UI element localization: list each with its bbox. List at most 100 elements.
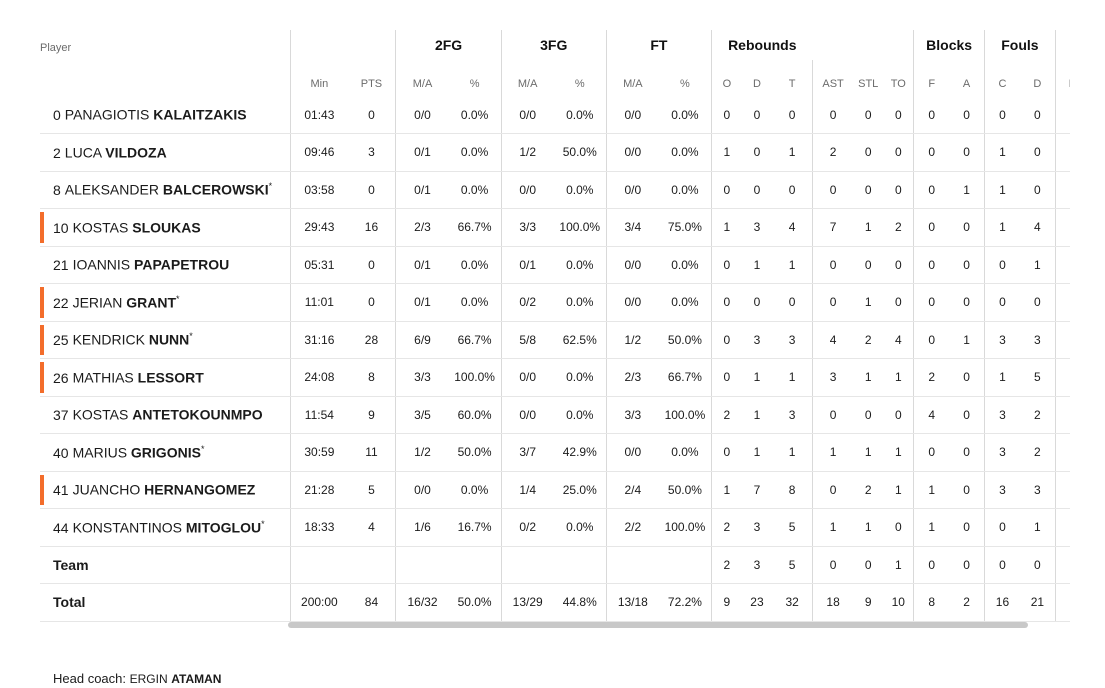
player-last-name: BALCEROWSKI	[162, 182, 269, 199]
col-ft-ma[interactable]: M/A	[605, 60, 659, 96]
group-header-row: 2FG 3FG FT Rebounds Blocks Fouls	[40, 30, 1070, 60]
head-coach-last-name: ATAMAN	[171, 672, 222, 686]
player-row[interactable]: 37 KOSTAS ANTETOKOUNMPO 11:54 9 3/5 60.0% 0/0 0…	[40, 396, 1070, 434]
player-name-cell[interactable]: 10 KOSTAS SLOUKAS	[40, 208, 291, 247]
col-reb-d[interactable]: D	[753, 78, 761, 90]
stat-d: 0	[741, 283, 773, 322]
stat-ba: 1	[949, 321, 985, 359]
stat-pct3: 0.0%	[553, 96, 607, 134]
player-number: 26	[53, 369, 69, 386]
col-2fg-ma[interactable]: M/A	[395, 60, 449, 96]
stat-maft: 0/0	[605, 96, 659, 134]
col-min[interactable]: Min	[290, 60, 348, 96]
stat-fd-team: 0	[1019, 546, 1056, 584]
player-name-cell[interactable]: 26 MATHIAS LESSORT	[40, 358, 291, 397]
player-name-cell[interactable]: 2 LUCA VILDOZA	[40, 133, 291, 172]
group-rebounds: Rebounds	[710, 30, 813, 60]
stat-min: 30:59	[290, 433, 348, 472]
stat-min: 29:43	[290, 208, 348, 247]
stat-bf: 2	[913, 358, 950, 397]
stat-pts: 28	[347, 321, 396, 359]
stat-pir: 25	[1054, 321, 1070, 359]
player-row[interactable]: 21 IOANNIS PAPAPETROU 05:31 0 0/1 0.0% 0/1 0.0%…	[40, 246, 1070, 284]
col-pts[interactable]: PTS	[360, 78, 383, 90]
stat-pts: 0	[347, 96, 396, 134]
stat-d: 1	[741, 358, 773, 397]
horizontal-scrollbar[interactable]	[288, 622, 1028, 628]
player-name-cell[interactable]: 21 IOANNIS PAPAPETROU	[40, 246, 291, 284]
stat-maft-team	[605, 546, 659, 584]
player-row[interactable]: 8 ALEKSANDER BALCEROWSKI* 03:58 0 0/1 0.0% 0/0…	[40, 171, 1070, 209]
player-name-cell[interactable]: 8 ALEKSANDER BALCEROWSKI*	[40, 171, 291, 209]
stat-fc: 0	[984, 283, 1020, 322]
col-3fg-pct[interactable]: %	[574, 78, 585, 90]
stat-d: 3	[741, 321, 773, 359]
player-name-cell[interactable]: 37 KOSTAS ANTETOKOUNMPO	[40, 396, 291, 434]
stat-pir: 0	[1054, 246, 1070, 284]
stat-pir: 13	[1054, 396, 1070, 434]
stat-pct3-team	[553, 546, 607, 584]
stat-pct3: 0.0%	[553, 171, 607, 209]
player-row[interactable]: 2 LUCA VILDOZA 09:46 3 0/1 0.0% 1/2 50.0% 0/0 0.0…	[40, 133, 1070, 172]
stat-t: 3	[772, 396, 813, 434]
stat-pct3: 50.0%	[553, 133, 607, 172]
player-row[interactable]: 0 PANAGIOTIS KALAITZAKIS 01:43 0 0/0 0.0% 0/0 0…	[40, 96, 1070, 134]
col-stl[interactable]: STL	[858, 78, 879, 90]
stat-bf: 0	[913, 433, 950, 472]
col-pir[interactable]: PIR	[1054, 60, 1070, 96]
col-blk-f[interactable]: F	[913, 60, 950, 96]
player-row[interactable]: 26 MATHIAS LESSORT 24:08 8 3/3 100.0% 0/0 0.0% 2…	[40, 358, 1070, 397]
boxscore-table-container[interactable]: 2FG 3FG FT Rebounds Blocks Fouls Player …	[40, 30, 1070, 630]
player-row[interactable]: 40 MARIUS GRIGONIS* 30:59 11 1/2 50.0% 3/7 42.9…	[40, 433, 1070, 472]
player-row[interactable]: 22 JERIAN GRANT* 11:01 0 0/1 0.0% 0/2 0.0% 0/0 0.…	[40, 283, 1070, 322]
stat-o: 0	[710, 358, 742, 397]
stat-ast: 2	[812, 133, 854, 172]
col-3fg-ma[interactable]: M/A	[500, 60, 554, 96]
col-reb-o[interactable]: O	[710, 60, 742, 96]
col-reb-t[interactable]: T	[788, 78, 796, 90]
col-fouls-c[interactable]: C	[984, 60, 1020, 96]
player-name-cell[interactable]: 44 KONSTANTINOS MITOGLOU*	[40, 508, 291, 547]
player-name-cell[interactable]: 22 JERIAN GRANT*	[40, 283, 291, 322]
stat-pctft: 75.0%	[658, 208, 712, 247]
stat-pctft-team	[658, 546, 712, 584]
column-header-row: Player Min PTS M/A % M/A % M/A % O D T A…	[40, 42, 1070, 96]
player-name-cell[interactable]: 41 JUANCHO HERNANGOMEZ	[40, 471, 291, 509]
player-name-cell[interactable]: 40 MARIUS GRIGONIS*	[40, 433, 291, 472]
stat-o: 1	[710, 133, 742, 172]
player-last-name: ANTETOKOUNMPO	[132, 407, 263, 424]
player-row[interactable]: 25 KENDRICK NUNN* 31:16 28 6/9 66.7% 5/8 62.5% 1…	[40, 321, 1070, 359]
on-court-marker	[40, 362, 44, 393]
player-name-cell[interactable]: 0 PANAGIOTIS KALAITZAKIS	[40, 96, 291, 134]
stat-pctft-total: 72.2%	[658, 583, 712, 622]
col-2fg-pct[interactable]: %	[469, 78, 480, 90]
stat-to: 0	[883, 133, 914, 172]
col-fouls-d[interactable]: D	[1033, 78, 1042, 90]
stat-maft: 0/0	[605, 433, 659, 472]
stat-ast-team: 0	[812, 546, 854, 584]
stat-fd: 3	[1019, 471, 1056, 509]
player-row[interactable]: 10 KOSTAS SLOUKAS 29:43 16 2/3 66.7% 3/3 100.0%…	[40, 208, 1070, 247]
player-number: 41	[53, 482, 69, 499]
stat-fd: 1	[1019, 508, 1056, 547]
stat-to: 2	[883, 208, 914, 247]
stat-pir: 27	[1054, 208, 1070, 247]
stat-ast: 4	[812, 321, 854, 359]
player-first-name: JERIAN	[72, 294, 123, 311]
player-row[interactable]: 41 JUANCHO HERNANGOMEZ 21:28 5 0/0 0.0% 1/4 25.…	[40, 471, 1070, 509]
col-blk-a[interactable]: A	[962, 78, 971, 90]
player-row[interactable]: 44 KONSTANTINOS MITOGLOU* 18:33 4 1/6 16.7% 0/…	[40, 508, 1070, 547]
player-name-cell[interactable]: 25 KENDRICK NUNN*	[40, 321, 291, 359]
boxscore-table: 2FG 3FG FT Rebounds Blocks Fouls Player …	[40, 30, 1070, 622]
stat-o: 2	[710, 508, 742, 547]
col-ft-pct[interactable]: %	[680, 78, 690, 90]
col-ast[interactable]: AST	[812, 60, 854, 96]
stat-fd-total: 21	[1019, 583, 1056, 622]
stat-fd: 0	[1019, 133, 1056, 172]
player-column-header[interactable]: Player	[40, 42, 72, 54]
stat-pts: 3	[347, 133, 396, 172]
stat-stl: 0	[853, 396, 884, 434]
col-to[interactable]: TO	[890, 78, 906, 90]
player-last-name: HERNANGOMEZ	[144, 482, 256, 499]
stat-to-total: 10	[883, 583, 914, 622]
